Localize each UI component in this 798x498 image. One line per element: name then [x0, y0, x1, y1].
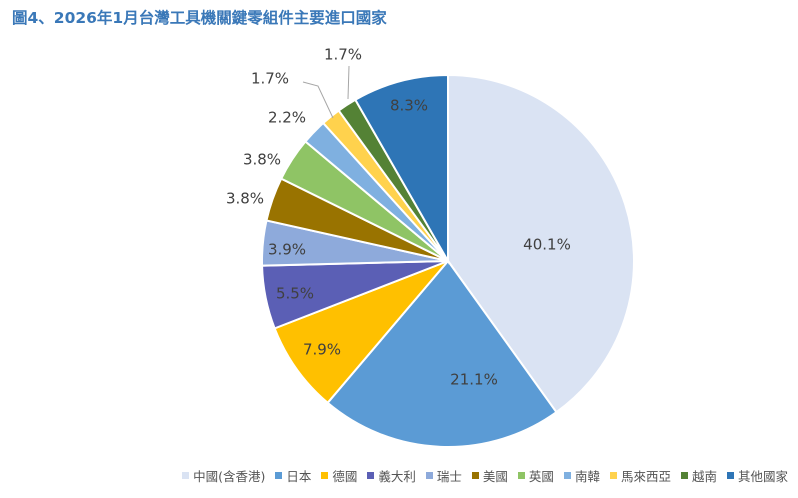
legend-label: 日本	[286, 469, 312, 484]
data-label: 3.8%	[226, 190, 264, 208]
legend-swatch	[680, 472, 688, 479]
legend-swatch	[563, 472, 571, 479]
legend-label: 瑞士	[436, 469, 462, 484]
legend-item: 瑞士	[425, 466, 462, 485]
legend-swatch	[726, 472, 734, 479]
legend-swatch	[321, 472, 329, 479]
legend-swatch	[182, 472, 190, 479]
leader-line	[347, 65, 350, 100]
pie-slice	[326, 259, 558, 448]
data-label: 3.8%	[243, 151, 281, 169]
data-label: 1.7%	[251, 70, 289, 88]
legend-label: 德國	[332, 469, 358, 484]
legend-item: 義大利	[367, 466, 416, 485]
legend-label: 南韓	[574, 469, 600, 484]
legend-item: 美國	[471, 466, 508, 485]
legend-swatch	[609, 472, 617, 479]
legend-item: 中國(含香港)	[182, 466, 265, 485]
legend-swatch	[471, 472, 479, 479]
leader-line	[302, 81, 334, 119]
legend-label: 美國	[482, 469, 508, 484]
data-label: 40.1%	[523, 236, 571, 254]
legend-swatch	[367, 472, 375, 479]
legend-swatch	[425, 472, 433, 479]
data-label: 5.5%	[276, 285, 314, 303]
pie-chart: 40.1% 21.1% 7.9% 5.5% 3.9% 3.8% 3.8% 2.2% 1.7% 1.…	[226, 46, 635, 448]
data-label: 1.7%	[324, 46, 362, 64]
pie-slice	[353, 73, 449, 265]
data-label: 2.2%	[268, 109, 306, 127]
pie-slice	[447, 73, 635, 414]
legend-item: 其他國家	[726, 466, 788, 485]
data-label: 3.9%	[268, 241, 306, 259]
legend-item: 南韓	[563, 466, 600, 485]
legend-label: 越南	[691, 469, 717, 484]
data-label: 21.1%	[450, 371, 498, 389]
data-label: 8.3%	[390, 97, 428, 115]
legend-label: 中國(含香港)	[193, 469, 266, 484]
chart-legend: 中國(含香港) 日本 德國 義大利 瑞士 美國 英國 南韓 馬來西亞 越南 其他國家	[182, 466, 788, 485]
legend-item: 越南	[680, 466, 717, 485]
legend-item: 馬來西亞	[609, 466, 671, 485]
legend-item: 德國	[321, 466, 357, 485]
legend-swatch	[275, 472, 283, 479]
legend-item: 日本	[275, 466, 311, 485]
legend-swatch	[517, 472, 525, 479]
chart-title: 圖4、2026年1月台灣工具機關鍵零組件主要進口國家	[12, 9, 387, 27]
legend-item: 英國	[517, 466, 554, 485]
legend-label: 馬來西亞	[620, 469, 671, 484]
legend-label: 義大利	[378, 469, 416, 484]
legend-label: 英國	[528, 469, 554, 484]
legend-label: 其他國家	[737, 469, 788, 484]
data-label: 7.9%	[303, 341, 341, 359]
pie-slice	[273, 260, 449, 405]
